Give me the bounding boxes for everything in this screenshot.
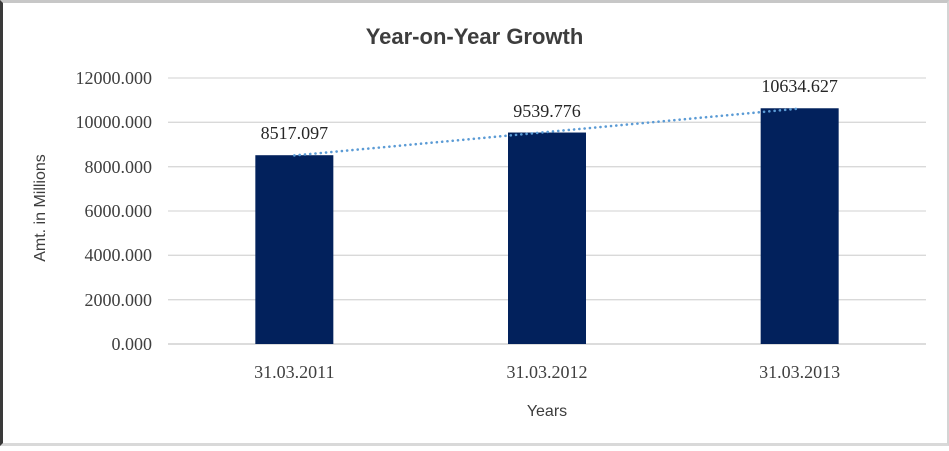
x-tick-label: 31.03.2012 (506, 362, 588, 382)
x-tick-label: 31.03.2013 (759, 362, 841, 382)
y-tick-label: 8000.000 (84, 156, 153, 177)
bar-data-label: 10634.627 (761, 76, 838, 97)
x-tick-label: 31.03.2011 (254, 362, 335, 382)
x-axis-title: Years (526, 403, 568, 420)
y-tick-label: 2000.000 (84, 289, 153, 310)
chart-title: Year-on-Year Growth (365, 24, 584, 49)
bar (255, 155, 334, 344)
bar (760, 108, 839, 344)
y-tick-label: 12000.000 (75, 68, 153, 88)
y-tick-label: 6000.000 (84, 201, 153, 221)
y-tick-label: 10000.000 (75, 112, 153, 133)
bar-data-label: 8517.097 (260, 123, 329, 144)
trendline (293, 107, 801, 157)
y-tick-label: 4000.000 (84, 245, 153, 266)
bar-data-label: 9539.776 (513, 100, 581, 121)
bar (508, 132, 586, 344)
y-tick-label: 0.000 (111, 334, 153, 354)
